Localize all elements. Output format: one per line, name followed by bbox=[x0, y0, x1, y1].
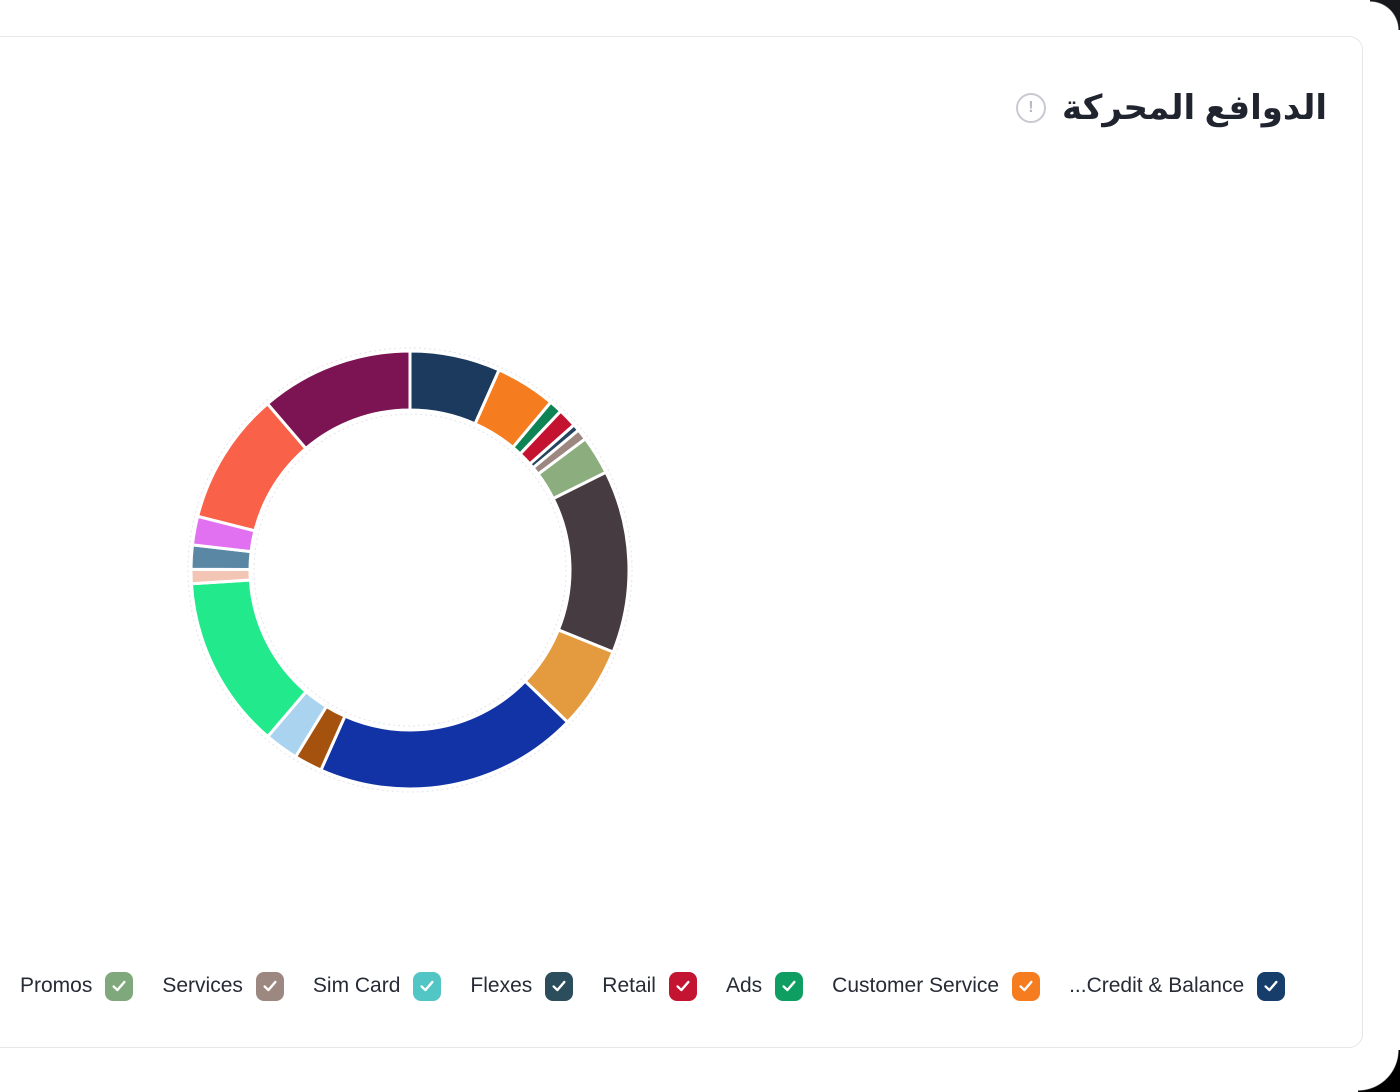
legend: Promos Services Sim Card Flexes Retail Ads Cus… bbox=[20, 963, 1286, 1009]
legend-checkbox-promos[interactable] bbox=[105, 971, 134, 1001]
checkmark-icon bbox=[676, 980, 690, 992]
legend-item-promos[interactable]: Promos bbox=[20, 971, 134, 1001]
donut-inner-guide bbox=[253, 413, 567, 727]
legend-label: ...Credit & Balance bbox=[1069, 974, 1245, 997]
info-icon[interactable]: ! bbox=[1015, 93, 1046, 124]
donut-chart-area bbox=[170, 330, 650, 810]
donut-segment-9[interactable] bbox=[318, 679, 570, 791]
legend-checkbox-retail[interactable] bbox=[668, 971, 697, 1001]
legend-label: Flexes bbox=[470, 974, 533, 997]
donut-segment-7[interactable] bbox=[551, 470, 631, 654]
donut-chart bbox=[187, 347, 633, 793]
donut-outer-guide bbox=[187, 347, 633, 793]
legend-label: Retail bbox=[602, 974, 656, 997]
legend-item-sim-card[interactable]: Sim Card bbox=[312, 971, 442, 1001]
legend-label: Services bbox=[162, 974, 243, 997]
legend-checkbox-services[interactable] bbox=[255, 971, 284, 1001]
checkmark-icon bbox=[782, 980, 796, 992]
legend-checkbox-sim-card[interactable] bbox=[413, 971, 442, 1001]
legend-item-flexes[interactable]: Flexes bbox=[470, 971, 574, 1001]
screen-corner-bottom-right bbox=[1358, 1050, 1400, 1092]
checkmark-icon bbox=[263, 980, 277, 992]
legend-label: Ads bbox=[725, 974, 763, 997]
donut-segments bbox=[189, 349, 631, 791]
checkmark-icon bbox=[1264, 980, 1278, 992]
legend-item-services[interactable]: Services bbox=[162, 971, 284, 1001]
legend-item-ads[interactable]: Ads bbox=[725, 971, 804, 1001]
legend-checkbox-credit-balance[interactable] bbox=[1257, 971, 1286, 1001]
legend-item-credit-balance[interactable]: ...Credit & Balance bbox=[1069, 971, 1286, 1001]
legend-item-customer-service[interactable]: Customer Service bbox=[832, 971, 1041, 1001]
legend-checkbox-flexes[interactable] bbox=[545, 971, 574, 1001]
chart-title: الدوافع المحركة bbox=[1061, 89, 1327, 127]
legend-checkbox-ads[interactable] bbox=[775, 971, 804, 1001]
info-icon-glyph: ! bbox=[1028, 99, 1034, 117]
legend-label: Customer Service bbox=[832, 974, 1000, 997]
checkmark-icon bbox=[1019, 980, 1033, 992]
donut-segment-13[interactable] bbox=[189, 567, 252, 586]
legend-checkbox-customer-service[interactable] bbox=[1012, 971, 1041, 1001]
donut-segment-17[interactable] bbox=[265, 349, 412, 451]
screen-corner-top-right bbox=[1370, 0, 1400, 30]
checkmark-icon bbox=[112, 980, 126, 992]
checkmark-icon bbox=[552, 980, 566, 992]
legend-item-retail[interactable]: Retail bbox=[602, 971, 697, 1001]
donut-segment-12[interactable] bbox=[189, 578, 309, 739]
legend-label: Sim Card bbox=[312, 974, 401, 997]
checkmark-icon bbox=[420, 980, 434, 992]
card-header: الدوافع المحركة ! bbox=[1015, 88, 1327, 129]
legend-label: Promos bbox=[20, 974, 93, 997]
